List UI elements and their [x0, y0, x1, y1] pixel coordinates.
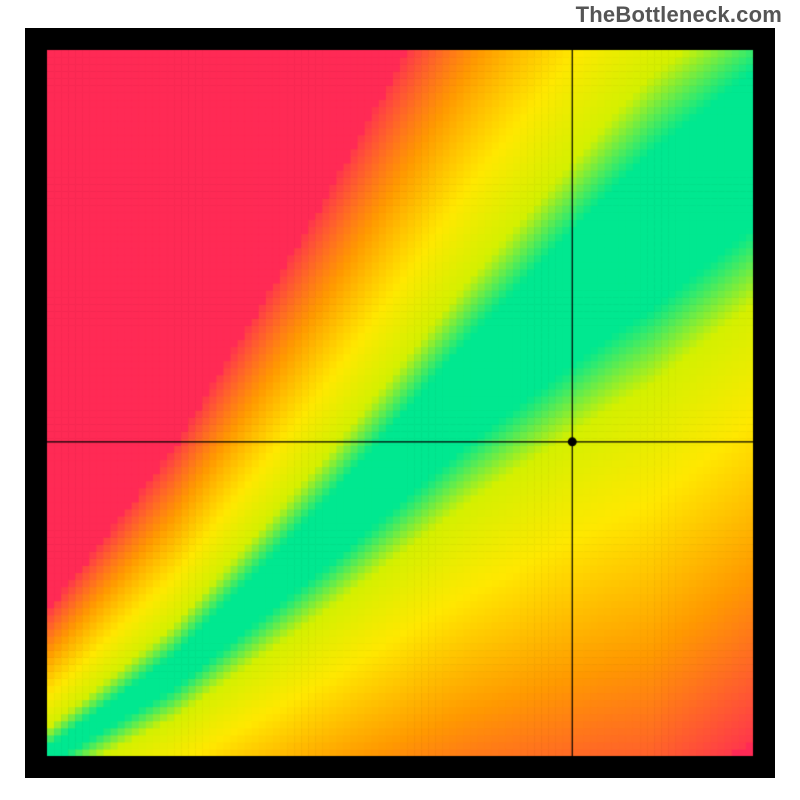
bottleneck-heatmap: [25, 28, 775, 778]
watermark-text: TheBottleneck.com: [576, 2, 782, 28]
